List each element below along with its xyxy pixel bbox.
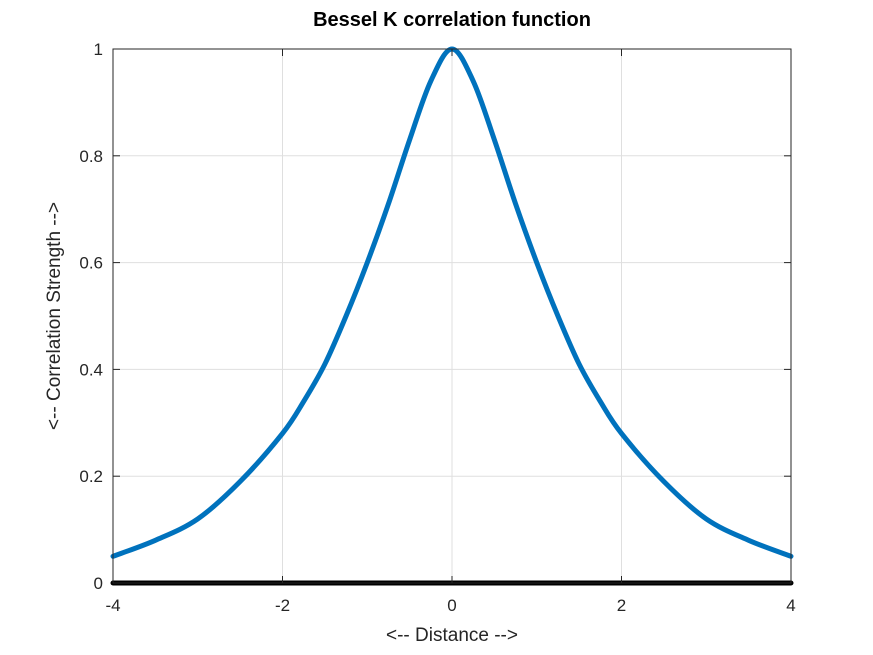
x-tick-label: 0 bbox=[447, 596, 456, 615]
x-tick-label: 2 bbox=[617, 596, 626, 615]
y-tick-label: 0.6 bbox=[79, 254, 103, 273]
ticks: -4 -2 0 2 4 0 0.2 0.4 0.6 0.8 1 bbox=[79, 40, 795, 615]
y-tick-label: 0.2 bbox=[79, 467, 103, 486]
y-tick-label: 0.8 bbox=[79, 147, 103, 166]
y-tick-label: 0.4 bbox=[79, 360, 103, 379]
y-axis-label: <-- Correlation Strength --> bbox=[44, 202, 65, 430]
x-axis-label: <-- Distance --> bbox=[386, 625, 518, 646]
x-tick-label: -2 bbox=[275, 596, 290, 615]
y-tick-label: 0 bbox=[94, 574, 103, 593]
x-tick-label: -4 bbox=[105, 596, 120, 615]
y-tick-label: 1 bbox=[94, 40, 103, 59]
x-tick-label: 4 bbox=[786, 596, 795, 615]
chart-title: Bessel K correlation function bbox=[313, 9, 591, 31]
